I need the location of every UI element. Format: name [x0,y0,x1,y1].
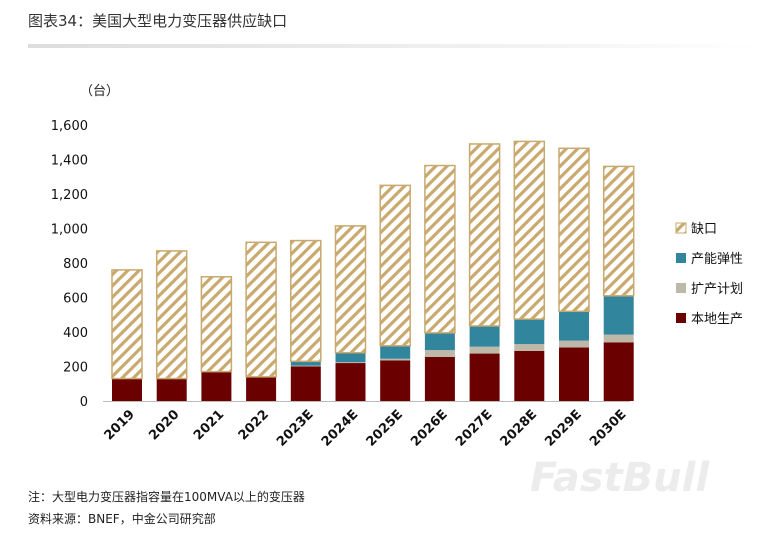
x-tick-label: 2023E [274,407,316,449]
x-tick-label: 2024E [319,407,361,449]
x-tick-label: 2028E [498,407,540,449]
bar-segment-缺口 [558,147,590,313]
x-tick-label: 2029E [542,407,584,449]
bar-segment-本地生产 [380,360,411,401]
bar-segment-缺口 [155,250,188,380]
legend-swatch [675,222,687,234]
bar-segment-缺口 [245,241,277,378]
bar-segment-本地生产 [290,366,321,401]
bar-segment-扩产计划 [469,346,500,354]
y-tick-label: 1,400 [51,154,88,169]
bar-segment-缺口 [468,143,501,327]
legend-swatch [676,283,686,293]
title-divider [28,44,758,48]
x-tick-label: 2021 [191,407,227,443]
bar-segment-本地生产 [559,347,589,401]
y-tick-label: 600 [63,292,88,307]
bar-segment-缺口 [200,276,233,373]
bar-segment-产能弹性 [559,311,589,341]
bar-segment-本地生产 [156,378,187,401]
y-tick-label: 400 [63,326,88,341]
legend-label: 缺口 [691,222,717,237]
bar-segment-本地生产 [424,357,455,401]
y-tick-label: 800 [63,257,88,272]
x-tick-label: 2027E [453,407,495,449]
y-tick-label: 1,600 [51,119,88,134]
y-axis-label: （台） [80,84,119,99]
bar-segment-产能弹性 [514,319,545,345]
bar-segment-缺口 [513,140,546,320]
legend-label: 本地生产 [691,312,743,327]
bar-segment-缺口 [290,239,322,363]
y-tick-label: 0 [80,395,88,410]
bar-segment-本地生产 [514,350,545,401]
footnote: 注：大型电力变压器指容量在100MVA以上的变压器 [28,490,305,504]
bar-segment-产能弹性 [290,361,321,366]
bar-segment-缺口 [379,184,411,347]
bar-segment-扩产计划 [514,344,545,351]
x-tick-label: 2030E [587,407,629,449]
legend-label: 扩产计划 [691,282,743,297]
bar-segment-扩产计划 [424,350,455,358]
bar-segment-产能弹性 [335,352,366,363]
bar-segment-缺口 [111,269,143,380]
watermark-logo: FastBull [530,455,710,501]
bar-segment-扩产计划 [559,340,589,348]
y-tick-label: 1,200 [51,188,88,203]
bar-segment-产能弹性 [603,295,634,335]
source-note: 资料来源：BNEF，中金公司研究部 [28,512,216,526]
chart-title: 图表34：美国大型电力变压器供应缺口 [28,12,288,30]
y-tick-label: 1,000 [51,223,88,238]
bar-segment-扩产计划 [290,365,321,367]
bar-segment-本地生产 [246,376,277,401]
bar-segment-缺口 [602,165,635,297]
x-tick-label: 2020 [146,407,182,443]
bar-segment-本地生产 [201,371,232,401]
bar-segment-本地生产 [603,342,634,401]
legend-swatch [676,253,686,263]
bar-segment-缺口 [334,225,367,354]
y-tick-label: 200 [63,361,88,376]
bar-segment-本地生产 [112,378,142,401]
bar-segment-本地生产 [335,363,366,401]
x-tick-label: 2025E [364,407,406,449]
x-tick-label: 2019 [102,407,138,443]
bar-segment-扩产计划 [380,358,411,361]
legend-swatch [676,313,686,323]
bar-segment-产能弹性 [380,345,411,359]
bar-segment-缺口 [424,164,456,334]
bar-segment-产能弹性 [469,325,500,347]
bar-segment-本地生产 [469,353,500,401]
x-tick-label: 2026E [408,407,450,449]
bar-segment-扩产计划 [603,334,634,343]
bar-segment-扩产计划 [335,362,366,364]
bar-segment-产能弹性 [424,332,455,351]
legend-label: 产能弹性 [691,252,743,267]
x-tick-label: 2022 [236,407,272,443]
